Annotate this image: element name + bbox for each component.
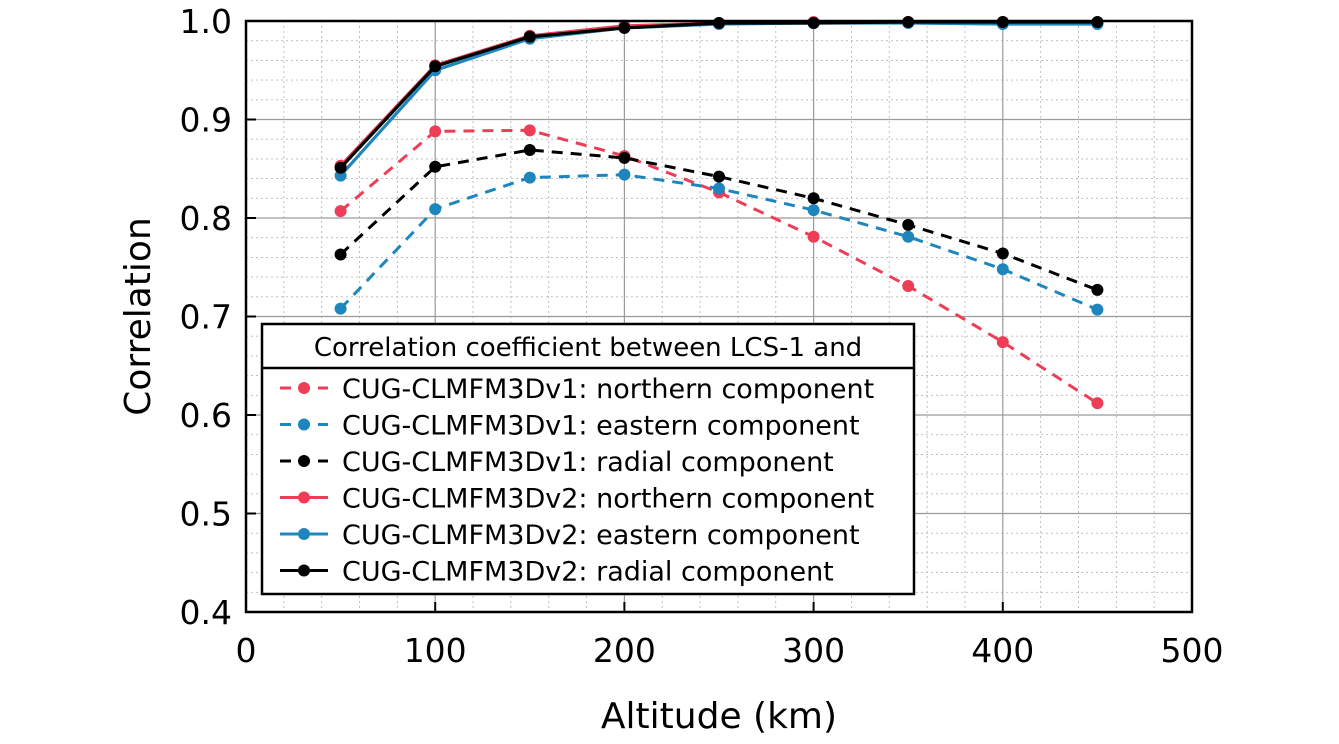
series-5: [334, 16, 1104, 182]
y-tick-label: 1.0: [180, 2, 232, 41]
data-point: [429, 203, 442, 216]
x-tick-label: 0: [236, 631, 257, 670]
data-point: [334, 248, 347, 261]
legend-item: CUG-CLMFM3Dv1: northern component: [280, 374, 874, 405]
data-point: [523, 144, 536, 157]
data-point: [429, 60, 442, 73]
x-tick-label: 100: [404, 631, 467, 670]
x-axis-title: Altitude (km): [601, 696, 837, 737]
legend-item: CUG-CLMFM3Dv1: eastern component: [280, 411, 860, 442]
data-point: [713, 16, 725, 29]
legend-item: CUG-CLMFM3Dv2: northern component: [280, 484, 874, 515]
data-point: [334, 161, 347, 174]
ticks: 0 100 200 300 400 500 0.4 0.5 0.6 0.7 0.8 0.9 1.0: [180, 2, 1224, 670]
data-point: [429, 125, 442, 138]
data-point: [1091, 397, 1104, 410]
legend-swatch-marker: [298, 455, 310, 467]
x-tick-label: 300: [782, 631, 845, 670]
legend-label: CUG-CLMFM3Dv1: northern component: [342, 374, 874, 405]
y-axis-title: Correlation: [118, 217, 159, 416]
series-6: [334, 15, 1104, 174]
legend-item: CUG-CLMFM3Dv1: radial component: [280, 447, 834, 478]
legend-label: CUG-CLMFM3Dv2: radial component: [342, 557, 834, 588]
data-point: [807, 16, 820, 29]
data-point: [996, 247, 1009, 260]
series-2: [334, 168, 1104, 316]
legend-item: CUG-CLMFM3Dv2: radial component: [280, 557, 834, 588]
data-point: [334, 205, 347, 218]
y-tick-label: 0.8: [180, 199, 232, 238]
data-point: [618, 21, 631, 34]
data-point: [902, 279, 915, 292]
series-line: [339, 128, 1099, 405]
data-point: [523, 30, 536, 43]
series-line: [339, 148, 1098, 292]
data-point: [902, 230, 915, 243]
series-line: [339, 20, 1098, 167]
series-line: [339, 20, 1098, 169]
legend-item: CUG-CLMFM3Dv2: eastern component: [280, 520, 860, 551]
data-point: [902, 218, 915, 231]
data-point: [713, 170, 725, 183]
data-point: [618, 151, 631, 164]
legend-swatch-marker: [298, 491, 310, 504]
y-tick-label: 0.6: [180, 396, 232, 435]
data-point: [1091, 303, 1104, 316]
legend-label: CUG-CLMFM3Dv1: eastern component: [342, 411, 860, 442]
legend-swatch-marker: [298, 528, 310, 540]
series-3: [334, 144, 1104, 296]
legend-label: CUG-CLMFM3Dv2: eastern component: [342, 520, 860, 551]
legend-label: CUG-CLMFM3Dv1: radial component: [342, 447, 834, 478]
data-point: [996, 336, 1009, 349]
series-line: [339, 21, 1098, 177]
data-point: [1091, 283, 1104, 296]
legend: Correlation coefficient between LCS-1 an…: [260, 322, 916, 596]
legend-swatch-marker: [298, 418, 310, 431]
y-tick-label: 0.5: [180, 495, 232, 534]
series-4: [334, 15, 1104, 172]
data-point: [807, 230, 820, 243]
data-point: [523, 124, 536, 137]
legend-swatch-marker: [298, 564, 310, 577]
legend-title: Correlation coefficient between LCS-1 an…: [314, 333, 862, 363]
data-point: [807, 192, 820, 205]
x-tick-label: 200: [593, 631, 656, 670]
y-tick-label: 0.4: [180, 593, 232, 632]
y-tick-label: 0.7: [180, 298, 232, 337]
data-point: [807, 204, 820, 217]
x-tick-label: 500: [1161, 631, 1224, 670]
x-tick-label: 400: [971, 631, 1034, 670]
data-point: [618, 168, 631, 181]
data-point: [523, 171, 536, 184]
data-point: [334, 302, 347, 315]
data-point: [713, 182, 725, 195]
data-point: [429, 160, 442, 173]
legend-label: CUG-CLMFM3Dv2: northern component: [342, 484, 874, 515]
legend-items: CUG-CLMFM3Dv1: northern component CUG-CLM…: [280, 374, 874, 588]
legend-swatch-marker: [298, 382, 310, 394]
y-tick-label: 0.9: [180, 101, 232, 140]
data-point: [996, 263, 1009, 276]
